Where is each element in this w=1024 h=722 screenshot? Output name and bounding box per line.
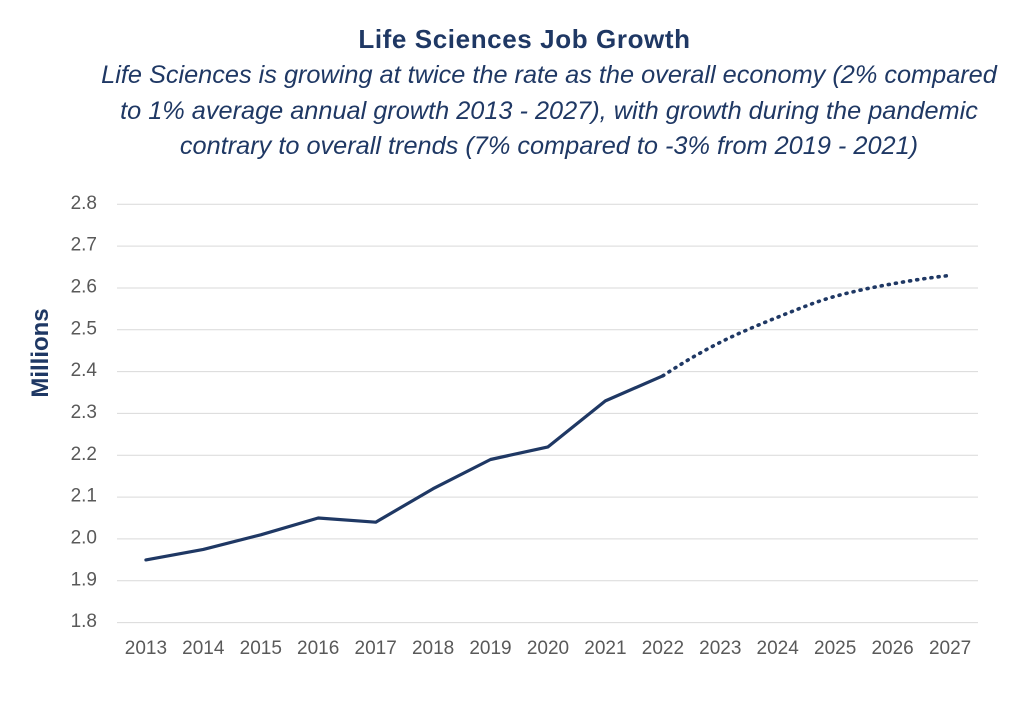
svg-text:2025: 2025 [814, 638, 856, 659]
svg-text:2.7: 2.7 [71, 235, 97, 256]
svg-text:2017: 2017 [355, 638, 397, 659]
svg-text:2018: 2018 [412, 638, 454, 659]
svg-text:2021: 2021 [584, 638, 626, 659]
svg-text:2020: 2020 [527, 638, 569, 659]
svg-text:2.5: 2.5 [71, 318, 97, 339]
svg-text:2014: 2014 [182, 638, 225, 659]
svg-text:2.4: 2.4 [71, 360, 98, 381]
svg-text:1.9: 1.9 [71, 569, 97, 590]
svg-text:2024: 2024 [757, 638, 800, 659]
svg-text:2019: 2019 [469, 638, 511, 659]
svg-text:2.2: 2.2 [71, 444, 97, 465]
svg-text:2.6: 2.6 [71, 277, 97, 298]
svg-text:2015: 2015 [240, 638, 282, 659]
svg-text:2022: 2022 [642, 638, 684, 659]
svg-text:2027: 2027 [929, 638, 971, 659]
svg-text:2026: 2026 [871, 638, 913, 659]
svg-text:2.8: 2.8 [71, 193, 97, 214]
svg-text:2.1: 2.1 [71, 486, 97, 507]
svg-text:2023: 2023 [699, 638, 741, 659]
svg-text:2016: 2016 [297, 638, 339, 659]
svg-text:2.3: 2.3 [71, 402, 97, 423]
svg-text:2013: 2013 [125, 638, 167, 659]
svg-text:2.0: 2.0 [71, 527, 97, 548]
svg-text:1.8: 1.8 [71, 611, 97, 632]
